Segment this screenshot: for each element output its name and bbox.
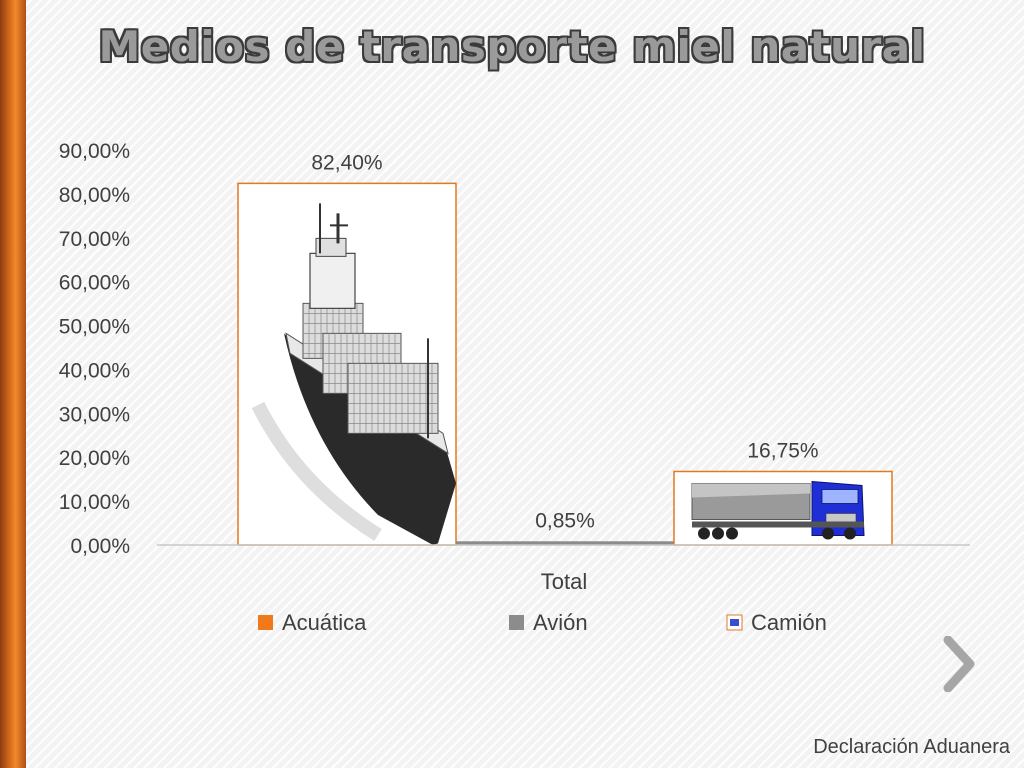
data-labels: 82,40% 0,85% 16,75% bbox=[311, 151, 818, 532]
data-label: 82,40% bbox=[311, 151, 382, 174]
x-category-label: Total bbox=[541, 569, 587, 594]
data-label: 0,85% bbox=[535, 509, 595, 532]
bars bbox=[237, 182, 893, 546]
y-tick-label: 0,00% bbox=[70, 535, 130, 558]
y-tick-label: 10,00% bbox=[59, 491, 130, 514]
legend-label: Acuática bbox=[282, 610, 367, 635]
chart: 0,00% 10,00% 20,00% 30,00% 40,00% 50,00% 60,00… bbox=[59, 140, 970, 635]
y-tick-label: 90,00% bbox=[59, 140, 130, 163]
y-tick-label: 40,00% bbox=[59, 359, 130, 382]
truck-icon bbox=[691, 480, 865, 540]
y-tick-label: 30,00% bbox=[59, 403, 130, 426]
data-label: 16,75% bbox=[747, 439, 818, 462]
slide-title: Medios de transporte miel natural bbox=[98, 22, 926, 71]
y-tick-label: 70,00% bbox=[59, 228, 130, 251]
y-tick-label: 50,00% bbox=[59, 316, 130, 339]
y-tick-label: 80,00% bbox=[59, 184, 130, 207]
bar-fill bbox=[456, 541, 674, 545]
legend-swatch bbox=[509, 615, 524, 630]
container-ship-icon bbox=[251, 203, 456, 545]
legend-label: Camión bbox=[751, 610, 827, 635]
bar-acutica bbox=[237, 182, 457, 546]
source-note: Declaración Aduanera bbox=[813, 736, 1010, 758]
bar-camin bbox=[673, 470, 893, 546]
legend-label: Avión bbox=[533, 610, 588, 635]
legend-swatch bbox=[258, 615, 273, 630]
y-tick-label: 20,00% bbox=[59, 447, 130, 470]
y-tick-label: 60,00% bbox=[59, 272, 130, 295]
next-slide-chevron-icon[interactable] bbox=[940, 636, 980, 692]
bar-avin bbox=[456, 541, 674, 545]
side-accent-bar bbox=[0, 0, 26, 768]
legend-item: Camión bbox=[726, 610, 827, 635]
legend-swatch-truck-icon bbox=[730, 619, 739, 626]
legend-item: Avión bbox=[509, 610, 588, 635]
y-axis: 0,00% 10,00% 20,00% 30,00% 40,00% 50,00% 60,00… bbox=[59, 140, 130, 558]
legend: Acuática Avión Camión bbox=[258, 610, 827, 635]
legend-item: Acuática bbox=[258, 610, 367, 635]
